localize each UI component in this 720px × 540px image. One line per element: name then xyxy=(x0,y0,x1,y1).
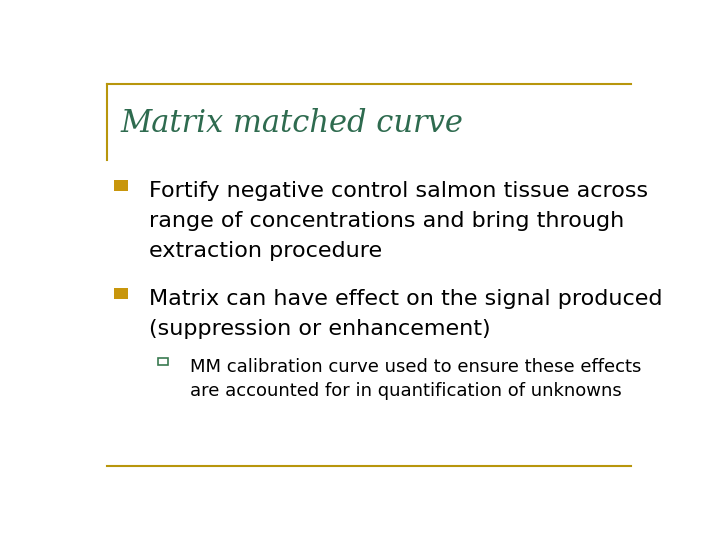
Bar xyxy=(158,357,168,365)
Text: range of concentrations and bring through: range of concentrations and bring throug… xyxy=(148,211,624,231)
Text: Fortify negative control salmon tissue across: Fortify negative control salmon tissue a… xyxy=(148,181,648,201)
Text: Matrix matched curve: Matrix matched curve xyxy=(121,109,464,139)
Text: (suppression or enhancement): (suppression or enhancement) xyxy=(148,319,490,339)
Text: extraction procedure: extraction procedure xyxy=(148,241,382,261)
Bar xyxy=(114,288,127,299)
Bar xyxy=(114,180,127,191)
Text: are accounted for in quantification of unknowns: are accounted for in quantification of u… xyxy=(190,382,622,400)
Text: MM calibration curve used to ensure these effects: MM calibration curve used to ensure thes… xyxy=(190,358,642,376)
Text: Matrix can have effect on the signal produced: Matrix can have effect on the signal pro… xyxy=(148,289,662,309)
